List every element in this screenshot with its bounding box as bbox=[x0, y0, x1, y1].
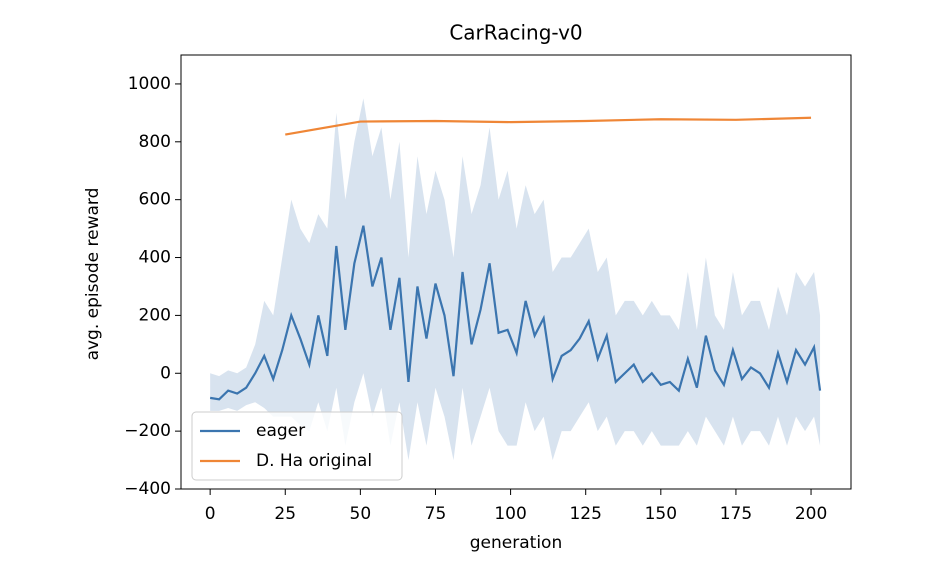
x-tick-label: 25 bbox=[274, 504, 296, 524]
x-tick-label: 175 bbox=[720, 504, 752, 524]
y-tick-label: 600 bbox=[139, 190, 171, 210]
legend-box bbox=[191, 411, 403, 481]
x-tick-label: 75 bbox=[425, 504, 447, 524]
x-tick-label: 100 bbox=[494, 504, 526, 524]
y-tick-label: 0 bbox=[160, 363, 171, 383]
legend-label: D. Ha original bbox=[256, 451, 372, 471]
plot-frame bbox=[180, 54, 852, 490]
legend-label: eager bbox=[256, 421, 305, 441]
y-tick-label: 200 bbox=[139, 305, 171, 325]
y-tick-label: 1000 bbox=[128, 74, 171, 94]
chart-title: CarRacing-v0 bbox=[449, 21, 582, 45]
x-tick-label: 150 bbox=[645, 504, 677, 524]
x-tick-label: 200 bbox=[795, 504, 827, 524]
x-tick-label: 0 bbox=[205, 504, 216, 524]
y-tick-label: 800 bbox=[139, 132, 171, 152]
confidence-band bbox=[210, 98, 821, 461]
x-tick-label: 125 bbox=[569, 504, 601, 524]
x-axis-label: generation bbox=[470, 533, 562, 553]
y-axis-label: avg. episode reward bbox=[83, 188, 103, 361]
series-line bbox=[209, 225, 822, 401]
y-tick-label: 400 bbox=[139, 248, 171, 268]
series-line bbox=[285, 116, 812, 136]
y-tick-label: −200 bbox=[124, 421, 171, 441]
x-tick-label: 50 bbox=[350, 504, 372, 524]
y-tick-label: −400 bbox=[124, 479, 171, 499]
